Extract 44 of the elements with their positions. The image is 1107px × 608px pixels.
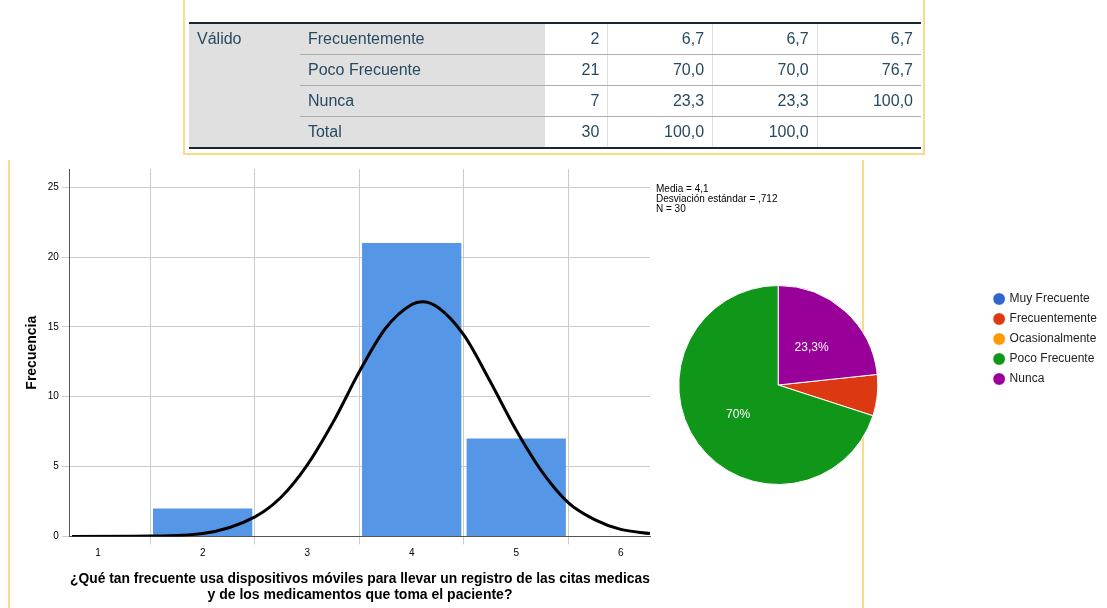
x-tick-label: 3: [304, 547, 311, 559]
data-label: 23,3: [712, 85, 818, 117]
legend-label: Muy Frecuente: [1009, 291, 1090, 306]
x-tick-label: 5: [513, 547, 520, 559]
y-tick-label: 15: [47, 320, 60, 332]
data-label: 6,7: [712, 23, 818, 55]
data-label: 7: [544, 85, 608, 117]
category-label: Poco Frecuente: [299, 54, 545, 86]
legend-label: Ocasionalmente: [1009, 331, 1097, 346]
data-label: 6,7: [607, 23, 713, 55]
y-tick-label: 10: [47, 390, 60, 402]
data-label: 100,0: [607, 116, 713, 148]
data-label: 70,0: [607, 54, 713, 86]
text: N = 30: [656, 203, 686, 214]
legend-label: Poco Frecuente: [1009, 351, 1095, 366]
data-label: 6,7: [817, 23, 921, 55]
data-label: 21: [544, 54, 608, 86]
y-tick-label: 0: [53, 530, 60, 542]
x-tick-label: 1: [95, 547, 102, 559]
x-axis-title: ¿Qué tan frecuente usa dispositivos móviles para llevar un registro de las citas medicas y de los medicamentos que toma el paciente?: [70, 569, 651, 603]
category-label: Frecuentemente: [299, 23, 545, 55]
y-tick-label: 5: [53, 460, 60, 472]
y-tick-label: 20: [47, 250, 60, 262]
x-tick-label: 6: [617, 547, 624, 559]
data-label: 30: [544, 116, 608, 148]
data-label: 100,0: [712, 116, 818, 148]
category-label: Total: [299, 116, 545, 148]
legend-label: Nunca: [1009, 371, 1045, 386]
data-label: 100,0: [817, 85, 921, 117]
data-label: 76,7: [817, 54, 921, 86]
legend-label: Frecuentemente: [1009, 311, 1098, 326]
x-tick-label: 2: [199, 547, 206, 559]
category-label: Nunca: [299, 85, 545, 117]
data-label: 70%: [726, 406, 751, 421]
text: Válido: [189, 23, 300, 148]
y-tick-label: 25: [47, 180, 60, 192]
data-label: 23,3: [607, 85, 713, 117]
x-tick-label: 4: [408, 547, 415, 559]
data-label: 70,0: [712, 54, 818, 86]
data-label: 2: [544, 23, 608, 55]
data-label: 23,3%: [794, 340, 829, 355]
y-axis-title: Frecuencia: [23, 315, 40, 390]
text: Media = 4,1: [656, 183, 709, 194]
text: Desviación estándar = ,712: [656, 193, 778, 204]
